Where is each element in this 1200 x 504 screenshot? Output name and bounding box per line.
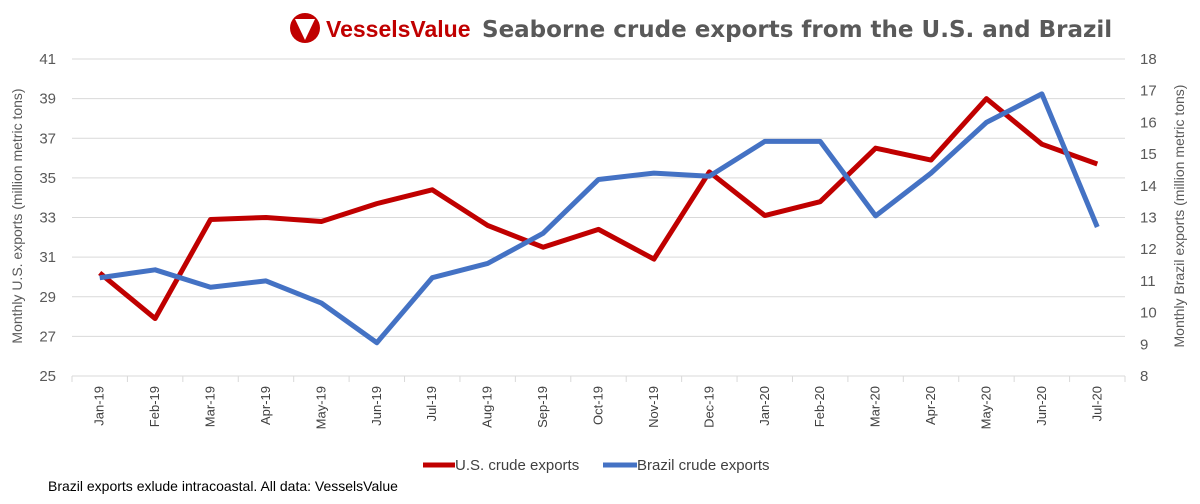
x-tick-label: Feb-19 [147, 386, 162, 427]
brand-logo: VesselsValue [290, 13, 471, 43]
footnote: Brazil exports exlude intracoastal. All … [48, 478, 398, 494]
chart-title: Seaborne crude exports from the U.S. and… [482, 17, 1112, 43]
y-tick-label-right: 18 [1140, 51, 1157, 68]
y-axis-label-left: Monthly U.S. exports (million metric ton… [9, 88, 25, 343]
y-tick-label-right: 12 [1140, 241, 1157, 258]
x-tick-label: Apr-20 [923, 386, 938, 425]
y-tick-label-right: 13 [1140, 210, 1157, 227]
y-tick-label-right: 10 [1140, 305, 1157, 322]
x-tick-label: Oct-19 [591, 386, 606, 425]
y-tick-label-left: 39 [39, 91, 56, 108]
x-tick-label: May-19 [313, 386, 328, 429]
y-tick-label-right: 11 [1140, 273, 1156, 290]
brand-name: VesselsValue [326, 16, 471, 42]
x-tick-label: Jan-19 [92, 386, 107, 426]
y-tick-label-left: 29 [39, 289, 56, 306]
x-tick-label: Jun-19 [369, 386, 384, 426]
legend: U.S. crude exports Brazil crude exports [423, 457, 770, 474]
y-tick-label-right: 15 [1140, 146, 1157, 163]
x-tick-label: Nov-19 [646, 386, 661, 428]
x-tick-label: Mar-20 [868, 386, 883, 427]
x-tick-label: Aug-19 [480, 386, 495, 428]
x-tick-label: Jun-20 [1034, 386, 1049, 426]
x-axis-ticks: Jan-19 Feb-19 Mar-19 Apr-19 May-19 Jun-19 Jul-… [92, 386, 1105, 429]
y-tick-label-right: 17 [1140, 83, 1157, 100]
left-axis-ticks: 25 27 29 31 33 35 37 39 41 [39, 51, 56, 385]
y-tick-label-right: 14 [1140, 178, 1157, 195]
x-tick-label: Sep-19 [535, 386, 550, 428]
y-tick-label-left: 37 [39, 130, 56, 147]
x-tick-label: Dec-19 [701, 386, 716, 428]
legend-label-brazil: Brazil crude exports [637, 457, 770, 474]
x-tick-label: Jul-19 [424, 386, 439, 421]
x-tick-label: Jan-20 [757, 386, 772, 426]
y-tick-label-left: 33 [39, 210, 56, 227]
grid [71, 58, 1126, 382]
y-tick-label-right: 8 [1140, 368, 1148, 385]
y-axis-label-right: Monthly Brazil exports (million metric t… [1171, 85, 1187, 348]
x-tick-label: May-20 [978, 386, 993, 429]
right-axis-ticks: 8 9 10 11 12 13 14 15 16 17 18 [1140, 51, 1157, 385]
x-tick-label: Apr-19 [258, 386, 273, 425]
logo-triangle-icon [295, 19, 315, 40]
y-tick-label-left: 25 [39, 368, 56, 385]
y-tick-label-left: 31 [39, 249, 56, 266]
y-tick-label-left: 27 [39, 328, 56, 345]
series [98, 91, 1100, 346]
legend-label-us: U.S. crude exports [455, 457, 579, 474]
x-tick-label: Mar-19 [203, 386, 218, 427]
y-tick-label-left: 41 [39, 51, 56, 68]
y-tick-label-right: 9 [1140, 336, 1148, 353]
x-tick-label: Feb-20 [812, 386, 827, 427]
y-tick-label-right: 16 [1140, 114, 1157, 131]
x-tick-label: Jul-20 [1089, 386, 1104, 421]
y-tick-label-left: 35 [39, 170, 56, 187]
series-line-us [98, 96, 1099, 322]
